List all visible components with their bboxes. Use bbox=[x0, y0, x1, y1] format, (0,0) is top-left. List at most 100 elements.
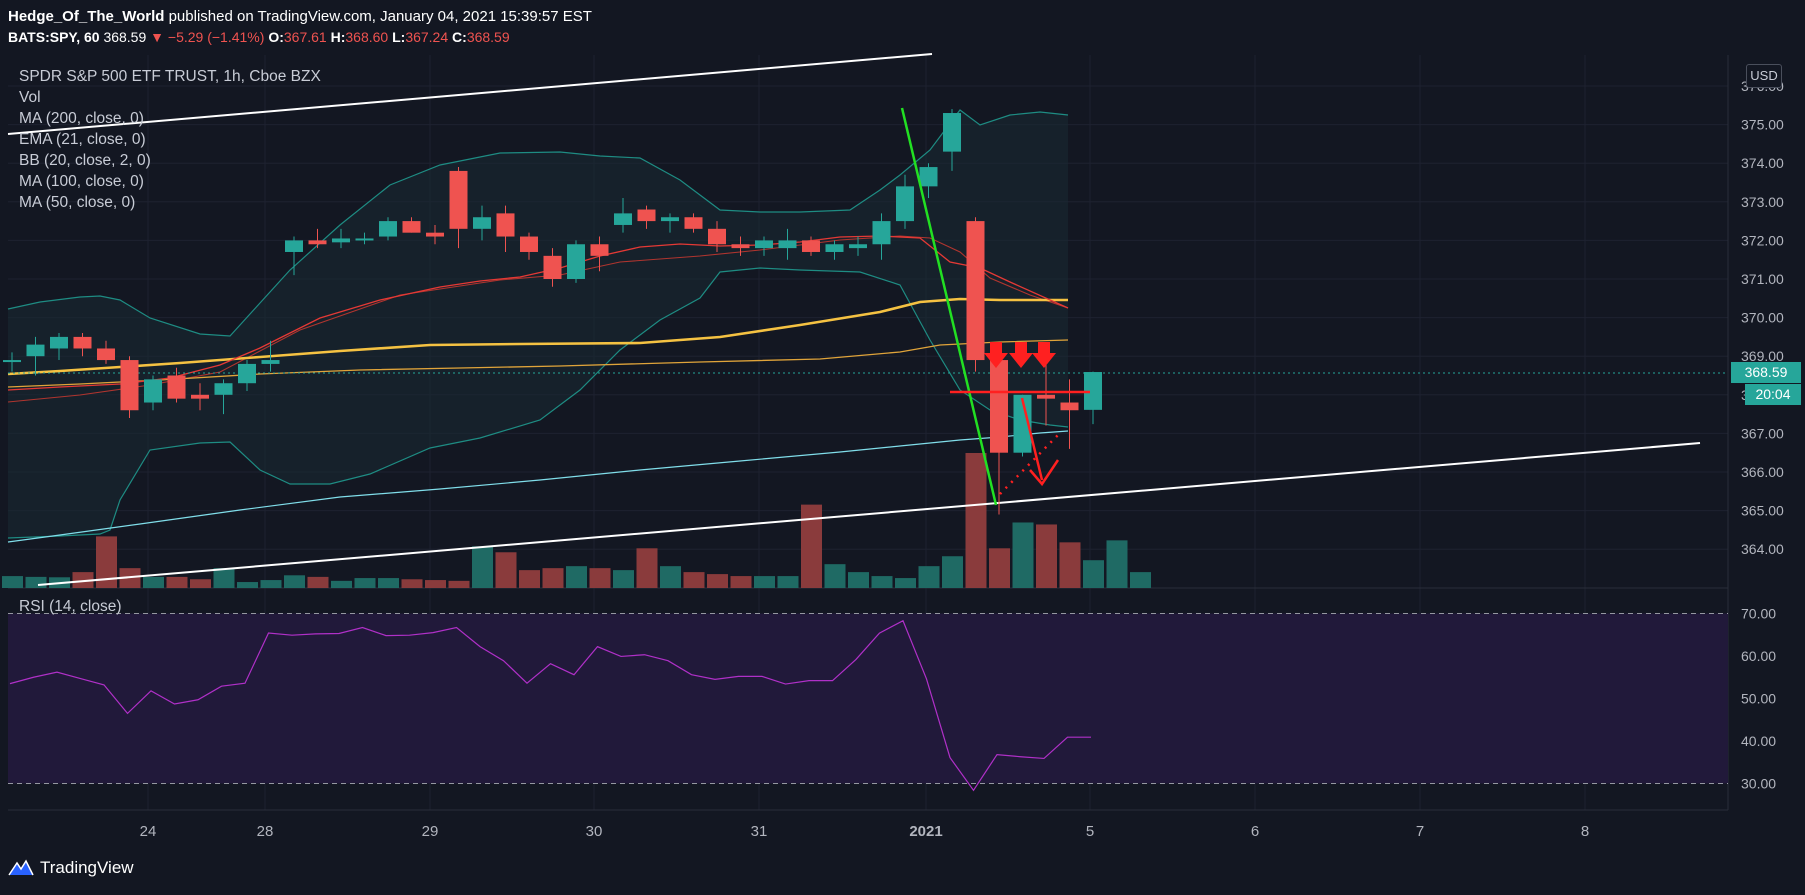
volume-bar bbox=[72, 572, 94, 588]
candle-body bbox=[755, 240, 773, 249]
price-tick-label: 364.00 bbox=[1741, 541, 1784, 557]
volume-bar bbox=[660, 566, 681, 588]
volume-bar bbox=[190, 579, 211, 588]
ma200-line bbox=[7, 430, 1069, 543]
candle-body bbox=[496, 213, 515, 237]
volume-bar bbox=[989, 548, 1010, 588]
volume-bar bbox=[331, 580, 352, 588]
footer[interactable]: TradingView bbox=[8, 858, 134, 878]
price-tick-label: 373.00 bbox=[1741, 194, 1784, 210]
candle-body bbox=[332, 238, 350, 243]
candle-body bbox=[426, 232, 444, 237]
legend-item-ema21[interactable]: EMA (21, close, 0) bbox=[19, 131, 146, 148]
volume-bar bbox=[1036, 524, 1057, 588]
candle-body bbox=[919, 167, 938, 187]
candle-body bbox=[567, 244, 585, 279]
green-trend-drawing bbox=[900, 107, 998, 506]
time-tick-label: 7 bbox=[1416, 823, 1424, 840]
bar-countdown-tag: 20:04 bbox=[1745, 384, 1801, 405]
currency-button[interactable]: USD bbox=[1746, 64, 1782, 88]
close-label: C: bbox=[452, 29, 467, 45]
volume-bar bbox=[871, 576, 893, 588]
candle-body bbox=[778, 240, 797, 249]
legend-item-ma50[interactable]: MA (50, close, 0) bbox=[19, 194, 136, 211]
open-label: O: bbox=[268, 29, 284, 45]
rsi-tick-label: 50.00 bbox=[1741, 691, 1776, 707]
rsi-band bbox=[8, 613, 1728, 784]
price-tick-label: 371.00 bbox=[1741, 271, 1784, 287]
candle-body bbox=[26, 344, 45, 357]
volume-bar bbox=[1083, 560, 1104, 588]
indicator-legend: SPDR S&P 500 ETF TRUST, 1h, Cboe BZX Vol… bbox=[19, 66, 321, 213]
bb-basis-line bbox=[7, 235, 1069, 403]
annotations bbox=[900, 107, 1090, 506]
volume-bar bbox=[260, 580, 282, 588]
volume-bar bbox=[542, 568, 564, 588]
volume-bar bbox=[777, 576, 799, 588]
candle-body bbox=[285, 240, 303, 252]
volume-bar bbox=[495, 552, 517, 588]
candle-body bbox=[402, 221, 421, 233]
candle-body bbox=[731, 244, 750, 249]
rsi-band-fill bbox=[8, 613, 1728, 784]
last-price: 368.59 bbox=[103, 29, 147, 45]
volume-bar bbox=[213, 568, 235, 588]
volume-bar bbox=[25, 576, 47, 588]
symbol-label: BATS:SPY, 60 bbox=[8, 29, 100, 45]
candle-body bbox=[1037, 394, 1055, 399]
candle-body bbox=[825, 244, 844, 252]
price-tick-label: 365.00 bbox=[1741, 503, 1784, 519]
volume-bar bbox=[1130, 572, 1151, 588]
legend-item-ma100[interactable]: MA (100, close, 0) bbox=[19, 173, 144, 190]
price-change: −5.29 (−1.41%) bbox=[167, 29, 265, 45]
footer-brand: TradingView bbox=[40, 858, 134, 877]
last-price-tag: 368.59 bbox=[1731, 362, 1801, 383]
rsi-tick-label: 30.00 bbox=[1741, 776, 1776, 792]
volume-bar bbox=[143, 576, 164, 588]
rsi-tick-label: 70.00 bbox=[1741, 606, 1776, 622]
candle-body bbox=[167, 375, 186, 399]
legend-item-bb[interactable]: BB (20, close, 2, 0) bbox=[19, 152, 151, 169]
candle-body bbox=[708, 228, 726, 245]
volume-bar bbox=[683, 572, 705, 588]
candle-body bbox=[896, 186, 914, 222]
volume-bar bbox=[942, 556, 963, 588]
candle-body bbox=[3, 360, 21, 363]
volume-bar bbox=[895, 578, 916, 588]
high-label: H: bbox=[330, 29, 346, 45]
legend-item-vol[interactable]: Vol bbox=[19, 89, 41, 106]
price-tick-label: 370.00 bbox=[1741, 310, 1784, 326]
bollinger-bands bbox=[7, 109, 1069, 539]
open-value: 367.61 bbox=[283, 29, 327, 45]
red-dotted-projection bbox=[999, 434, 1059, 495]
candle-body bbox=[379, 221, 397, 237]
red-arrow-shaft bbox=[1020, 397, 1044, 481]
down-arrow-icon: ▼ bbox=[150, 29, 165, 45]
candle-body bbox=[849, 244, 867, 249]
volume-bar bbox=[472, 546, 493, 588]
volume-bar bbox=[2, 576, 23, 588]
volume-bar bbox=[824, 564, 846, 588]
candle-body bbox=[214, 383, 233, 395]
volume-bar bbox=[401, 579, 423, 588]
time-tick-label: 24 bbox=[140, 823, 157, 840]
candle-body bbox=[308, 240, 327, 245]
low-value: 367.24 bbox=[405, 29, 449, 45]
rsi-legend[interactable]: RSI (14, close) bbox=[19, 598, 122, 615]
high-value: 368.60 bbox=[345, 29, 389, 45]
candle-body bbox=[990, 360, 1008, 453]
legend-item-ma200[interactable]: MA (200, close, 0) bbox=[19, 110, 144, 127]
volume-bar bbox=[307, 576, 329, 588]
legend-title[interactable]: SPDR S&P 500 ETF TRUST, 1h, Cboe BZX bbox=[19, 68, 321, 85]
candle-body bbox=[1084, 372, 1102, 410]
volume-bar bbox=[848, 572, 869, 588]
volume-bar bbox=[1059, 542, 1081, 588]
candle-body bbox=[120, 360, 139, 411]
trend-lines bbox=[7, 53, 1728, 586]
author-name[interactable]: Hedge_Of_The_World bbox=[8, 8, 165, 25]
rsi-line bbox=[9, 619, 1091, 792]
candle-body bbox=[473, 217, 491, 229]
time-tick-label: 29 bbox=[422, 823, 439, 840]
volume-bar bbox=[284, 575, 305, 588]
